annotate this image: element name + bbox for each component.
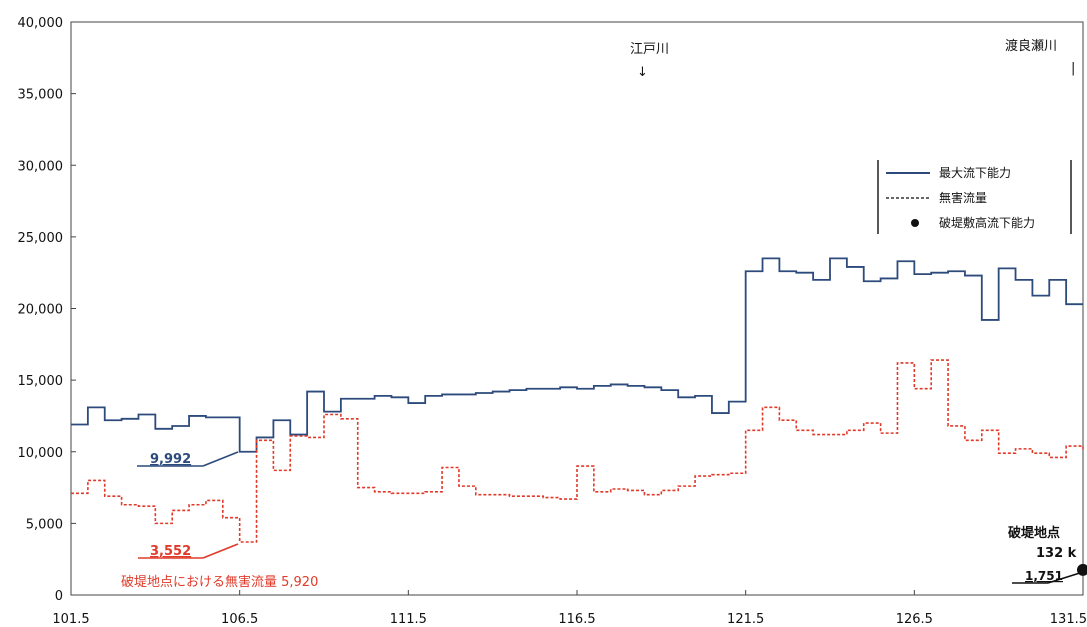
x-tick-label: 126.5: [896, 612, 933, 627]
x-tick-label: 101.5: [52, 612, 89, 627]
plot-frame: [70, 21, 1084, 596]
y-tick-label: 5,000: [26, 517, 63, 532]
blue-callout-value: 9,992: [150, 452, 191, 467]
red-value-callout: 3,552: [138, 543, 239, 559]
y-tick-label: 40,000: [18, 16, 64, 31]
breach-point-label: 破堤地点 132 k: [1008, 525, 1077, 561]
x-tick-label: 121.5: [727, 612, 764, 627]
legend-label-max-capacity: 最大流下能力: [939, 166, 1011, 180]
y-tick-label: 25,000: [18, 231, 64, 246]
watarase-mark: |: [1071, 61, 1075, 76]
blue-value-callout: 9,992: [137, 451, 239, 467]
watarase-label: 渡良瀬川: [1005, 38, 1057, 54]
black-callout-connector: [1047, 571, 1084, 584]
legend-label-harmless-flow: 無害流量: [939, 190, 987, 205]
legend: 最大流下能力 無害流量 破堤敷高流下能力: [877, 160, 1072, 234]
edogawa-label: 江戸川: [630, 42, 669, 57]
breach-point-km: 132 k: [1036, 546, 1077, 561]
x-tick-label: 116.5: [558, 612, 595, 627]
black-callout-value: 1,751: [1025, 569, 1063, 583]
y-tick-label: 0: [55, 589, 63, 604]
edogawa-annotation: 江戸川 ↓: [630, 42, 669, 80]
series-harmless-flow-line: [71, 359, 1084, 543]
red-callout-connector: [202, 543, 239, 559]
y-tick-label: 10,000: [18, 446, 64, 461]
y-axis-ticks: 0 5,000 10,000 15,000 20,000 25,000 30,000 35,0…: [18, 16, 76, 604]
series-layer: [70, 257, 1087, 576]
watarase-annotation: 渡良瀬川 |: [1005, 38, 1075, 76]
x-tick-label: 106.5: [221, 612, 258, 627]
y-tick-label: 15,000: [18, 374, 64, 389]
blue-callout-connector: [202, 451, 239, 467]
legend-label-breach-capacity: 破堤敷高流下能力: [939, 215, 1035, 230]
breach-point-title: 破堤地点: [1008, 525, 1060, 541]
y-tick-label: 20,000: [18, 303, 64, 318]
x-tick-label: 131.5: [1050, 612, 1087, 627]
series-max-capacity-line: [71, 257, 1083, 453]
breach-harmless-flow-note: 破堤地点における無害流量 5,920: [121, 574, 318, 590]
y-tick-label: 35,000: [18, 88, 64, 103]
x-tick-label: 111.5: [390, 612, 427, 627]
edogawa-arrow: ↓: [637, 65, 648, 80]
legend-swatch-marker: [911, 219, 919, 227]
y-tick-label: 30,000: [18, 159, 64, 174]
black-value-callout: 1,751: [1012, 569, 1084, 584]
red-callout-value: 3,552: [150, 544, 191, 559]
x-axis-ticks: 101.5 106.5 111.5 116.5 121.5 126.5 131.5: [52, 590, 1087, 627]
